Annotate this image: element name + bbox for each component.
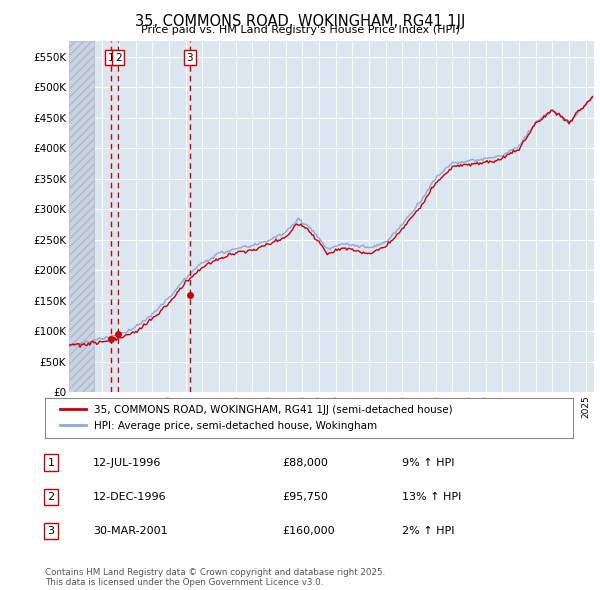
Text: 1: 1 — [108, 53, 115, 63]
Text: Price paid vs. HM Land Registry's House Price Index (HPI): Price paid vs. HM Land Registry's House … — [140, 25, 460, 35]
Text: 12-DEC-1996: 12-DEC-1996 — [93, 492, 167, 502]
Text: 1: 1 — [47, 458, 55, 467]
Text: 9% ↑ HPI: 9% ↑ HPI — [402, 458, 455, 467]
Text: 13% ↑ HPI: 13% ↑ HPI — [402, 492, 461, 502]
Bar — [69, 41, 94, 392]
Point — [185, 290, 194, 299]
Text: £88,000: £88,000 — [282, 458, 328, 467]
Text: 3: 3 — [187, 53, 193, 63]
Point — [113, 329, 123, 339]
Text: Contains HM Land Registry data © Crown copyright and database right 2025.
This d: Contains HM Land Registry data © Crown c… — [45, 568, 385, 587]
Text: 30-MAR-2001: 30-MAR-2001 — [93, 526, 167, 536]
Text: £95,750: £95,750 — [282, 492, 328, 502]
Text: 35, COMMONS ROAD, WOKINGHAM, RG41 1JJ: 35, COMMONS ROAD, WOKINGHAM, RG41 1JJ — [135, 14, 465, 28]
Text: 2: 2 — [47, 492, 55, 502]
Point — [106, 334, 116, 343]
Legend: 35, COMMONS ROAD, WOKINGHAM, RG41 1JJ (semi-detached house), HPI: Average price,: 35, COMMONS ROAD, WOKINGHAM, RG41 1JJ (s… — [55, 401, 457, 435]
Text: 3: 3 — [47, 526, 55, 536]
Text: 2: 2 — [115, 53, 121, 63]
Text: £160,000: £160,000 — [282, 526, 335, 536]
Text: 12-JUL-1996: 12-JUL-1996 — [93, 458, 161, 467]
Text: 2% ↑ HPI: 2% ↑ HPI — [402, 526, 455, 536]
